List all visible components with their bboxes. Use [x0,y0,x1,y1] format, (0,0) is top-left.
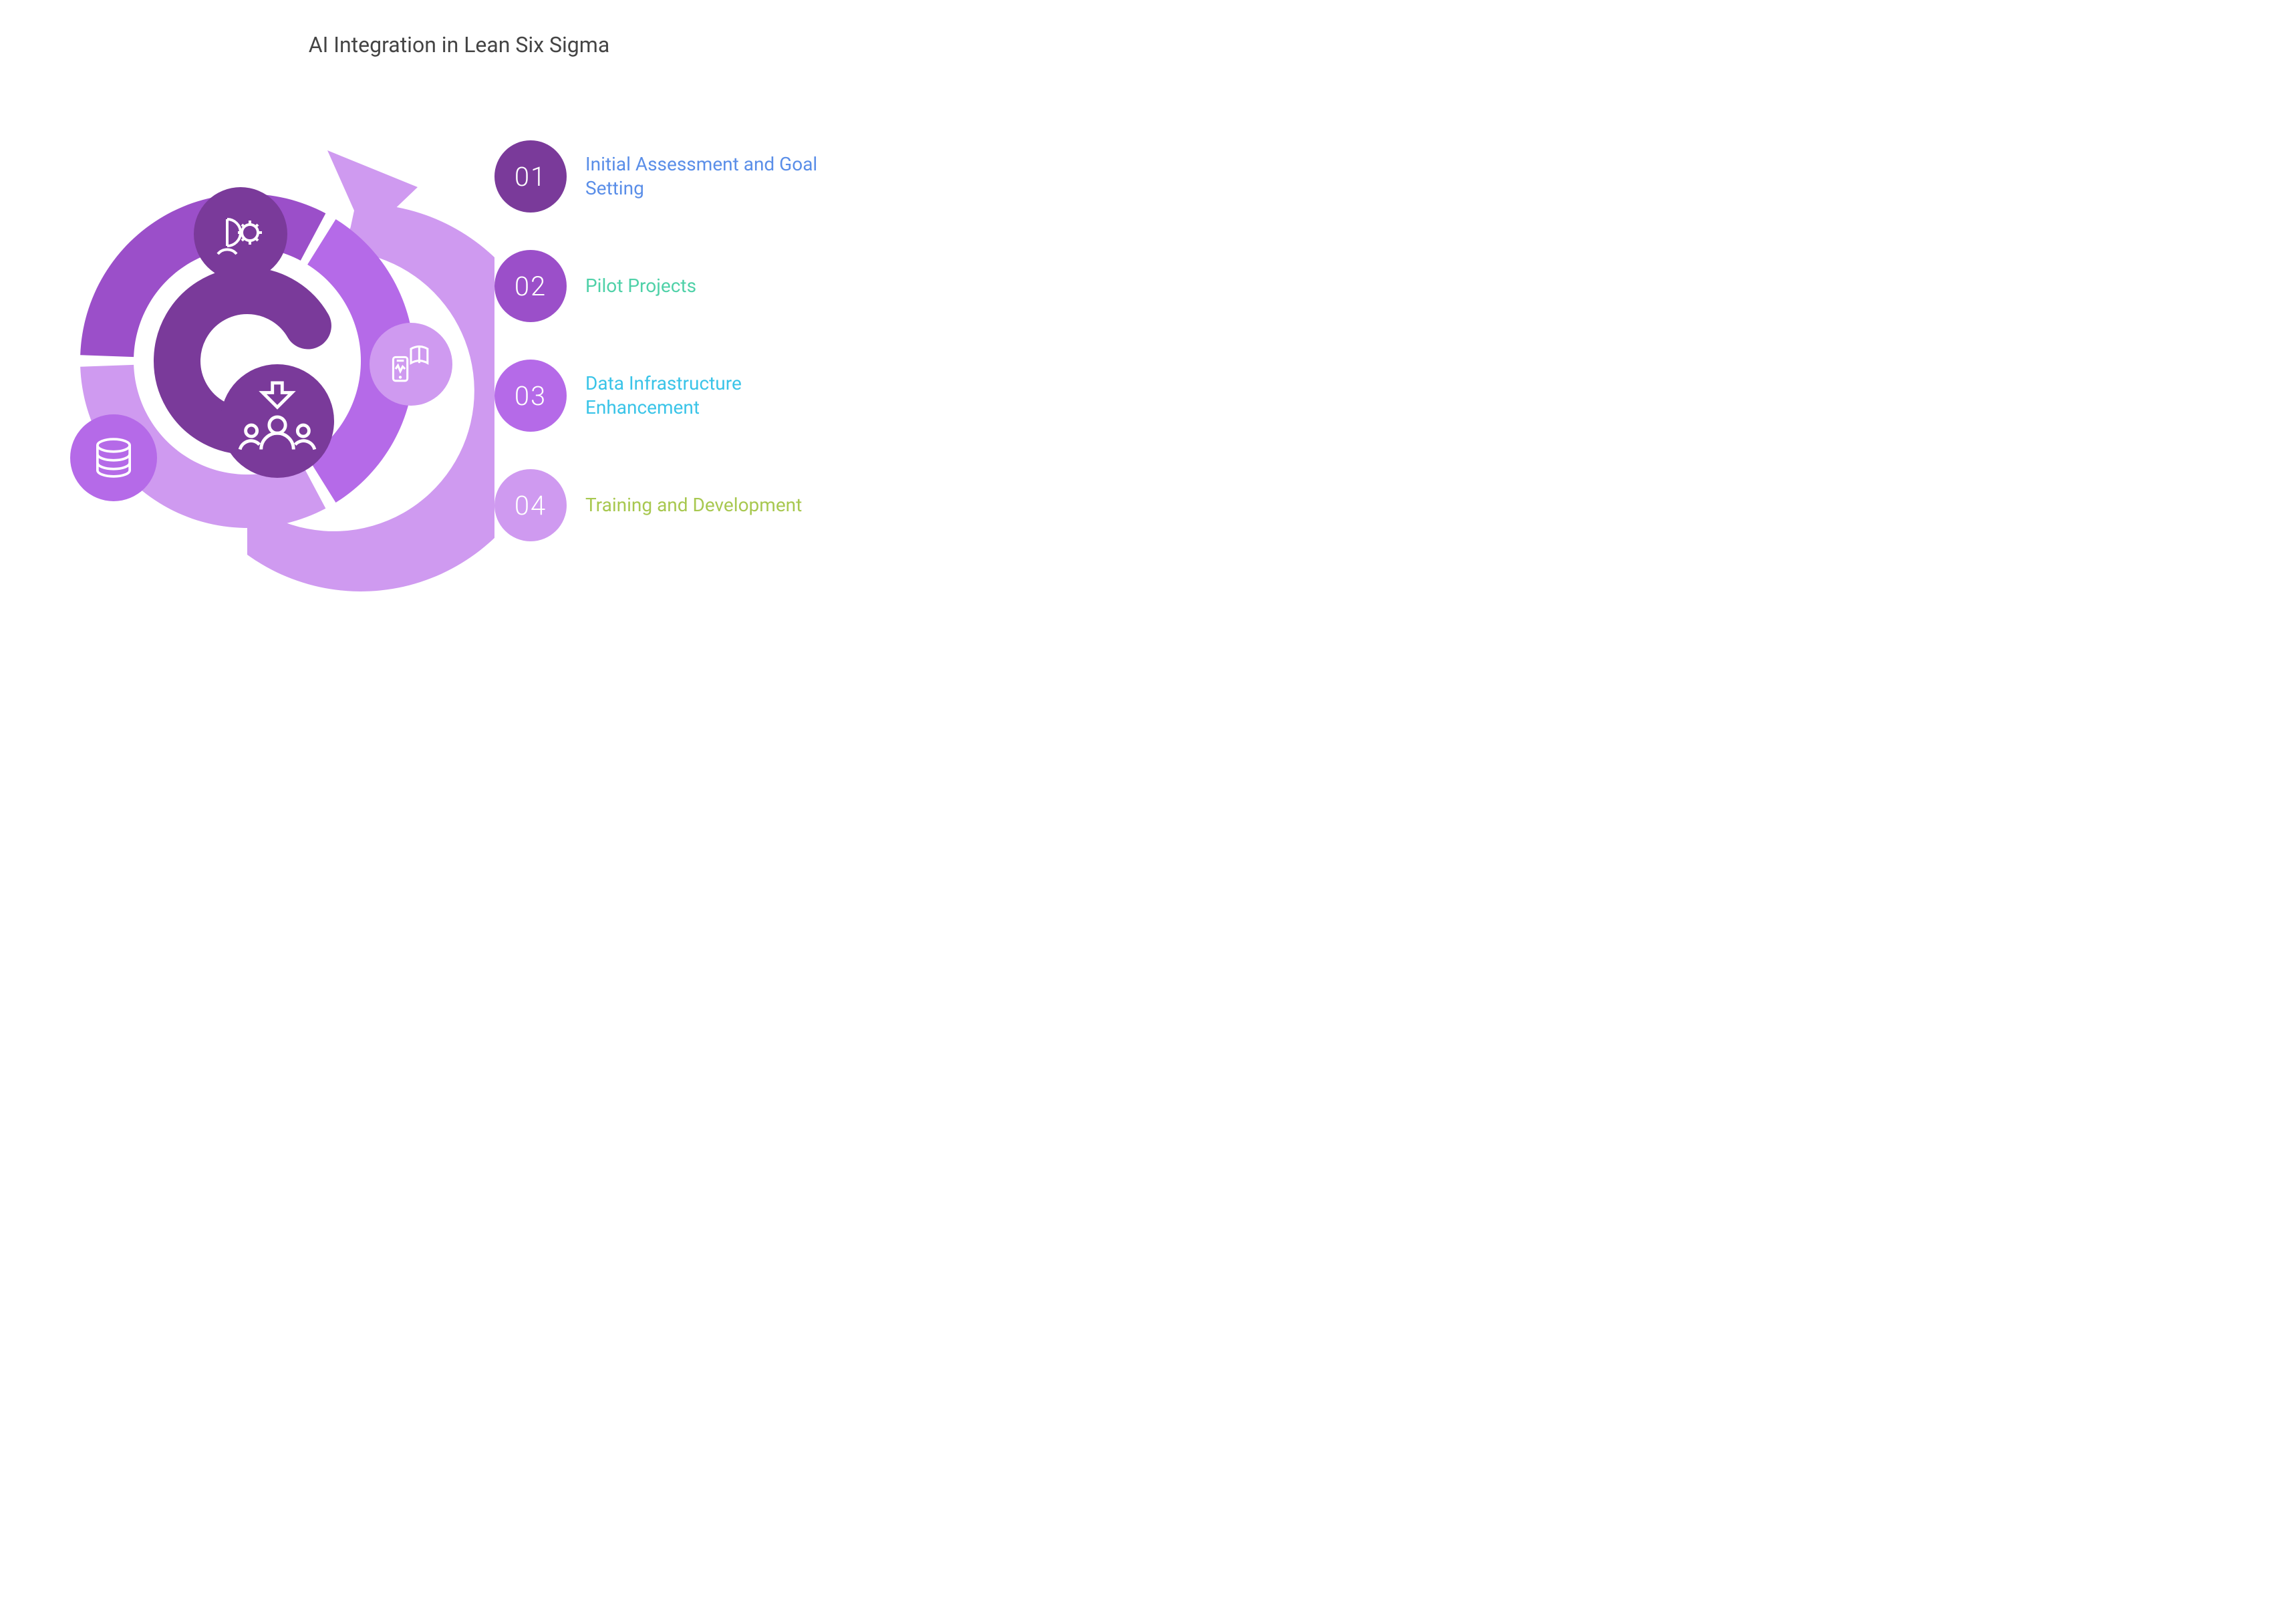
legend-number-circle: 02 [494,250,567,322]
legend-number-circle: 04 [494,469,567,541]
legend-label: Data Infrastructure Enhancement [585,372,839,420]
team-growth-icon [221,364,334,478]
legend-label: Training and Development [585,493,802,517]
legend-row: 03 Data Infrastructure Enhancement [494,360,839,432]
legend-number-circle: 01 [494,140,567,213]
gear-head-icon [194,187,287,281]
database-icon [70,414,157,501]
legend-label: Initial Assessment and Goal Setting [585,152,839,201]
legend-row: 01 Initial Assessment and Goal Setting [494,140,839,213]
legend-label: Pilot Projects [585,274,696,298]
phone-book-icon [370,323,452,406]
legend: 01 Initial Assessment and Goal Setting 02 P… [494,140,839,541]
legend-row: 04 Training and Development [494,469,839,541]
circular-diagram [40,100,454,568]
page-title: AI Integration in Lean Six Sigma [309,32,609,57]
legend-number-circle: 03 [494,360,567,432]
legend-row: 02 Pilot Projects [494,250,839,322]
